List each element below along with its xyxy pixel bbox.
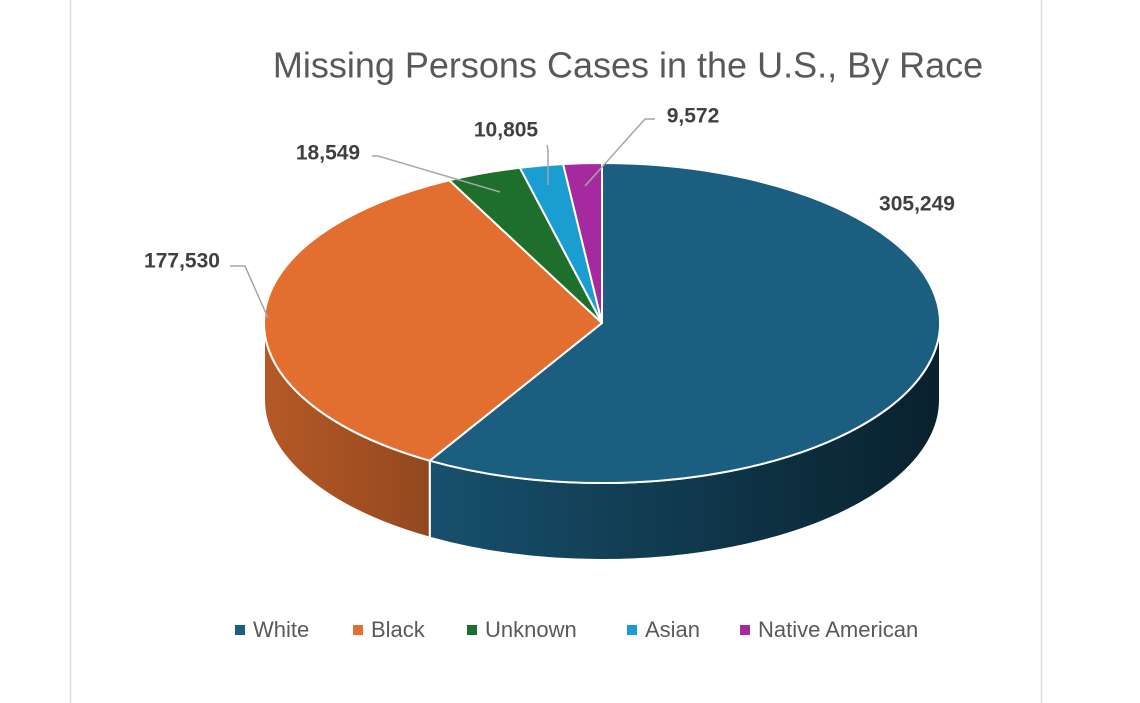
leader-line	[584, 118, 655, 187]
slice	[263, 179, 603, 462]
data-labels: 305,249 177,530 18,549 10,805 9,572	[144, 105, 955, 319]
leader-line	[546, 144, 549, 185]
legend-marker	[740, 625, 750, 635]
legend-marker	[467, 625, 477, 635]
data-label: 10,805	[474, 119, 539, 142]
data-label: 18,549	[296, 142, 360, 165]
legend: White Black Unknown Asian Native American	[235, 617, 918, 642]
data-label: 177,530	[144, 250, 220, 273]
slice	[562, 162, 603, 324]
slice	[428, 162, 941, 484]
data-label: 305,249	[879, 193, 955, 216]
legend-marker	[235, 625, 245, 635]
leader-line	[230, 265, 269, 319]
legend-label: Asian	[645, 617, 700, 642]
legend-marker	[353, 625, 363, 635]
pie-tops	[263, 162, 941, 484]
legend-label: White	[253, 617, 309, 642]
legend-marker	[627, 625, 637, 635]
legend-label: Native American	[758, 617, 918, 642]
legend-label: Black	[371, 617, 426, 642]
leader-line	[372, 155, 501, 193]
chart-title: Missing Persons Cases in the U.S., By Ra…	[273, 45, 983, 86]
legend-label: Unknown	[485, 617, 577, 642]
data-label: 9,572	[667, 105, 720, 128]
